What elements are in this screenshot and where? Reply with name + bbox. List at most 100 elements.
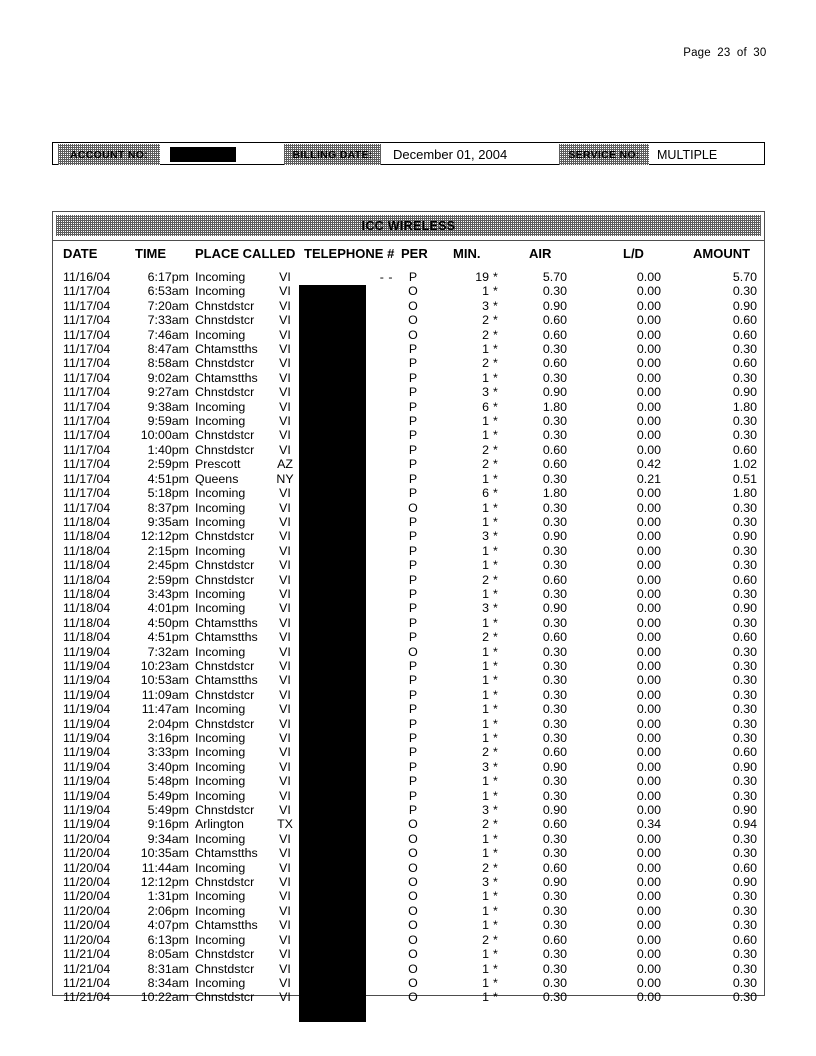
cell-min: 1 — [482, 702, 489, 717]
cell-state: VI — [279, 500, 291, 515]
column-header-telephone: TELEPHONE # — [304, 245, 395, 261]
column-header-time: TIME — [135, 245, 167, 261]
cell-date: 11/17/04 — [63, 414, 111, 429]
cell-amount: 0.30 — [732, 947, 757, 962]
cell-air: 0.30 — [542, 975, 567, 990]
cell-ld: 0.00 — [636, 918, 661, 933]
cell-ld: 0.00 — [636, 370, 661, 385]
table-row: 11/19/04 5:48pm Incoming VI P 1 * 0.30 0.00 0.30 — [53, 774, 764, 788]
page-of-label: of — [736, 47, 747, 59]
cell-place: Incoming — [195, 731, 246, 745]
cell-place: Incoming — [195, 860, 246, 875]
cell-star: * — [493, 745, 498, 760]
cell-place: Arlington — [195, 817, 244, 832]
table-row: 11/21/04 10:22am Chnstdstcr VI O 1 * 0.30 0.00 0.… — [53, 990, 764, 1004]
cell-place: Chtamstths — [195, 673, 258, 688]
cell-min: 3 — [482, 529, 489, 544]
cell-ld: 0.00 — [636, 615, 661, 630]
cell-per: O — [408, 644, 418, 659]
cell-place: Chnstdstcr — [195, 947, 255, 962]
cell-per: P — [408, 457, 418, 472]
table-row: 11/19/04 5:49pm Chnstdstcr VI P 3 * 0.90 0.00 0.9… — [53, 803, 764, 817]
table-row: 11/19/04 10:53am Chtamstths VI P 1 * 0.30 0.00 0.… — [53, 673, 764, 687]
cell-time: 8:47am — [147, 342, 189, 357]
cell-min: 1 — [482, 342, 489, 357]
cell-place: Incoming — [195, 399, 246, 414]
cell-state: VI — [279, 543, 291, 558]
cell-date: 11/21/04 — [63, 975, 111, 990]
cell-star: * — [493, 673, 498, 688]
table-row: 11/17/04 7:20am Chnstdstcr VI O 3 * 0.90 0.00 0.9… — [53, 299, 764, 313]
cell-star: * — [493, 630, 498, 645]
cell-per: O — [408, 284, 418, 299]
cell-time: 10:22am — [140, 990, 189, 1005]
cell-amount: 0.60 — [732, 745, 757, 760]
cell-star: * — [493, 903, 498, 918]
cell-state: VI — [279, 270, 291, 284]
table-row: 11/19/04 10:23am Chnstdstcr VI P 1 * 0.30 0.00 0.… — [53, 659, 764, 673]
cell-place: Incoming — [195, 327, 246, 342]
cell-per: O — [408, 500, 418, 515]
table-row: 11/18/04 4:01pm Incoming VI P 3 * 0.90 0.00 0.90 — [53, 601, 764, 615]
cell-air: 0.30 — [542, 673, 567, 688]
cell-amount: 0.60 — [732, 356, 757, 371]
cell-place: Chnstdstcr — [195, 961, 255, 976]
cell-place: Incoming — [195, 486, 246, 501]
cell-per: P — [408, 572, 418, 587]
cell-ld: 0.00 — [636, 543, 661, 558]
cell-ld: 0.00 — [636, 399, 661, 414]
cell-time: 12:12pm — [140, 875, 189, 890]
cell-per: O — [408, 846, 418, 861]
cell-state: VI — [279, 342, 291, 357]
cell-star: * — [493, 774, 498, 789]
cell-air: 0.90 — [542, 875, 567, 890]
cell-amount: 0.94 — [732, 817, 757, 832]
cell-min: 1 — [482, 774, 489, 789]
cell-place: Incoming — [195, 745, 246, 760]
cell-amount: 0.30 — [732, 342, 757, 357]
cell-air: 0.30 — [542, 716, 567, 731]
cell-star: * — [493, 327, 498, 342]
cell-min: 6 — [482, 486, 489, 501]
cell-state: VI — [279, 903, 291, 918]
cell-per: P — [408, 759, 418, 774]
cell-amount: 0.30 — [732, 284, 757, 299]
cell-ld: 0.00 — [636, 831, 661, 846]
cell-place: Incoming — [195, 414, 246, 429]
cell-amount: 0.90 — [732, 759, 757, 774]
cell-time: 8:31am — [147, 961, 189, 976]
cell-amount: 0.30 — [732, 731, 757, 745]
cell-amount: 0.30 — [732, 500, 757, 515]
cell-time: 11:47am — [141, 702, 189, 717]
cell-ld: 0.00 — [636, 975, 661, 990]
column-header-amount: AMOUNT — [693, 245, 751, 261]
cell-place: Chnstdstcr — [195, 558, 255, 573]
cell-place: Chtamstths — [195, 630, 258, 645]
cell-min: 1 — [482, 658, 489, 673]
cell-min: 19 — [475, 270, 489, 284]
cell-per: P — [408, 702, 418, 717]
cell-date: 11/17/04 — [63, 313, 111, 328]
cell-min: 2 — [482, 630, 489, 645]
cell-ld: 0.21 — [636, 471, 661, 486]
cell-date: 11/21/04 — [63, 947, 111, 962]
cell-amount: 0.30 — [732, 846, 757, 861]
cell-time: 8:37pm — [147, 500, 189, 515]
cell-min: 1 — [482, 543, 489, 558]
table-row: 11/18/04 12:12pm Chnstdstcr VI P 3 * 0.90 0.00 0.… — [53, 529, 764, 543]
cell-date: 11/20/04 — [63, 860, 111, 875]
cell-state: VI — [279, 572, 291, 587]
page-label: Page — [683, 47, 711, 59]
cell-ld: 0.34 — [636, 817, 661, 832]
table-row: 11/17/04 8:58am Chnstdstcr VI P 2 * 0.60 0.00 0.6… — [53, 356, 764, 370]
cell-date: 11/17/04 — [63, 284, 111, 299]
cell-amount: 0.90 — [732, 601, 757, 616]
cell-star: * — [493, 932, 498, 947]
cell-amount: 0.30 — [732, 586, 757, 601]
table-row: 11/19/04 3:40pm Incoming VI P 3 * 0.90 0.00 0.90 — [53, 760, 764, 774]
cell-min: 1 — [482, 716, 489, 731]
cell-state: VI — [279, 731, 291, 745]
cell-air: 0.30 — [542, 903, 567, 918]
table-row: 11/17/04 7:46am Incoming VI O 2 * 0.60 0.00 0.60 — [53, 328, 764, 342]
cell-per: O — [408, 817, 418, 832]
